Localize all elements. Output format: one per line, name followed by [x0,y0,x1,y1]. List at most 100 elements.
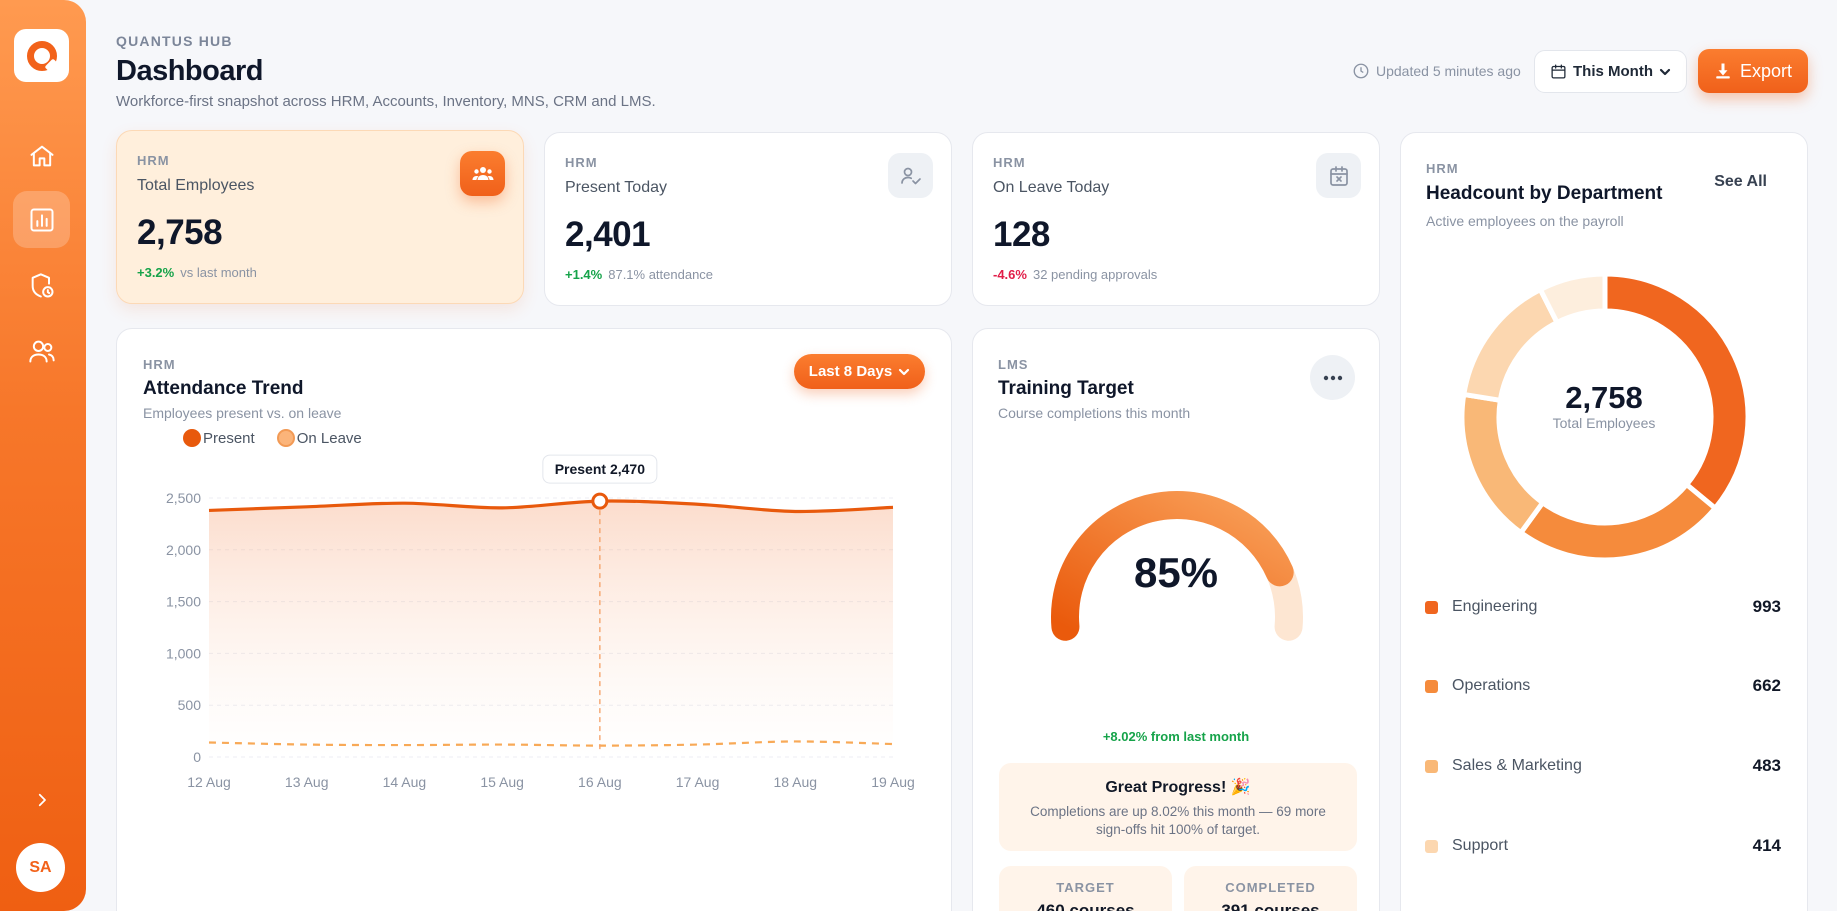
gauge-percent: 85% [1133,549,1219,596]
x-tick-label: 18 Aug [773,774,817,790]
export-button[interactable]: Export [1698,49,1808,93]
on-leave-series-line [208,740,894,747]
team-icon [472,166,493,180]
gauge-progress-arc [1051,491,1294,641]
stat-label: COMPLETED [1225,880,1316,895]
dept-row-engineering[interactable]: Engineering 993 [1425,597,1781,617]
dept-row-sales-marketing[interactable]: Sales & Marketing 483 [1425,756,1781,776]
section-tag: HRM [143,357,176,372]
sidebar-expand-button[interactable] [28,786,56,814]
callout-title: Great Progress! 🎉 [1105,779,1251,796]
more-options-button[interactable] [1310,355,1355,400]
training-target-card: LMS Training Target Course completions t… [972,328,1380,911]
kpi-icon-badge [460,151,505,196]
kpi-label: Total Employees [137,177,255,194]
y-tick-label: 2,500 [166,490,201,506]
legend-swatch [183,429,201,447]
kpi-icon-badge [1316,153,1361,198]
more-horizontal-icon [1323,375,1342,380]
legend-label: Present [203,429,255,447]
donut-slice-engineering[interactable] [1602,271,1751,512]
users-icon [28,340,55,362]
highlight-point[interactable] [591,492,609,510]
sidebar-item-dashboard[interactable] [13,191,70,248]
dept-row-operations[interactable]: Operations 662 [1425,676,1781,696]
tooltip-box [542,454,658,484]
kpi-value: 2,758 [137,213,223,252]
app-logo[interactable] [14,29,69,82]
x-tick-label: 15 Aug [480,774,524,790]
see-all-link[interactable]: See All [1714,173,1767,190]
home-icon [30,145,53,166]
dept-row-support[interactable]: Support 414 [1425,836,1781,856]
sidebar: SA [0,0,86,911]
period-dropdown[interactable]: This Month [1534,50,1687,93]
chevron-down-icon [1659,68,1671,75]
present-series-line [208,499,894,514]
attendance-trend-card: HRM Attendance Trend Employees present v… [116,328,952,911]
kpi-value: 128 [993,215,1050,254]
page-subtitle: Workforce-first snapshot across HRM, Acc… [116,93,656,110]
stat-target: TARGET 460 courses [999,866,1172,911]
dept-count: 662 [1752,676,1781,695]
section-title: Training Target [998,378,1134,399]
range-label: Last 8 Days [808,363,893,380]
sidebar-item-home[interactable] [13,127,70,184]
dept-name: Operations [1452,677,1531,694]
dept-swatch [1425,759,1438,773]
kpi-footer: -4.6% 32 pending approvals [993,267,1157,282]
section-subtitle: Course completions this month [998,405,1191,421]
legend-swatch [276,429,295,447]
kpi-card-present-today[interactable]: HRM Present Today 2,401 +1.4% 87.1% atten… [544,132,952,306]
x-tick-label: 19 Aug [871,774,915,790]
clock-icon [1353,63,1369,79]
attendance-line-chart: 2,500 2,000 1,500 1,000 500 0 12 Aug 13 Aug 14 A… [166,454,915,790]
legend-item-on-leave[interactable]: On Leave [276,429,362,447]
stat-value: 391 courses [1221,901,1320,911]
section-subtitle: Employees present vs. on leave [143,405,342,421]
shield-icon [31,272,53,297]
y-tick-label: 1,000 [166,645,201,661]
dept-swatch [1425,600,1438,614]
chevron-right-icon [38,793,46,807]
progress-callout: Great Progress! 🎉 Completions are up 8.0… [999,763,1357,851]
kpi-icon-badge [888,153,933,198]
stat-label: TARGET [1056,880,1115,895]
donut-slice-other[interactable] [1536,271,1608,326]
kpi-card-total-employees[interactable]: HRM Total Employees 2,758 +3.2% vs last m… [116,130,524,304]
user-avatar[interactable]: SA [16,843,65,892]
donut-slice-operations[interactable] [1517,481,1719,563]
range-dropdown[interactable]: Last 8 Days [794,354,925,389]
y-tick-label: 1,500 [166,594,201,610]
x-tick-label: 14 Aug [383,774,427,790]
headcount-donut-chart [1459,271,1751,563]
x-tick-label: 13 Aug [285,774,329,790]
dept-name: Sales & Marketing [1452,757,1582,774]
brand-eyebrow: QUANTUS HUB [116,33,233,49]
donut-total: 2,758 [1565,380,1643,415]
stat-value: 460 courses [1036,901,1135,911]
dept-count: 483 [1752,756,1781,775]
chevron-down-icon [899,368,910,375]
section-tag: HRM [1426,161,1459,176]
kpi-note: 32 pending approvals [1032,267,1158,282]
kpi-delta: +1.4% [565,267,603,282]
present-area [209,500,893,757]
download-icon [1716,63,1730,79]
calendar-icon [1551,64,1566,79]
legend-item-present[interactable]: Present [183,429,255,447]
x-tick-label: 12 Aug [187,774,231,790]
dept-count: 414 [1752,836,1781,855]
x-tick-label: 16 Aug [578,774,622,790]
sidebar-item-users[interactable] [13,322,70,379]
dept-swatch [1425,839,1438,853]
section-tag: LMS [998,357,1029,372]
tooltip-text: Present 2,470 [555,461,645,477]
kpi-card-on-leave[interactable]: HRM On Leave Today 128 -4.6% 32 pending a… [972,132,1380,306]
calendar-x-icon [1329,165,1348,186]
stat-completed: COMPLETED 391 courses [1184,866,1357,911]
headcount-card: HRM Headcount by Department Active emplo… [1400,132,1808,911]
last-updated: Updated 5 minutes ago [1352,62,1521,80]
training-gauge [1051,491,1303,641]
sidebar-item-security[interactable] [13,257,70,314]
